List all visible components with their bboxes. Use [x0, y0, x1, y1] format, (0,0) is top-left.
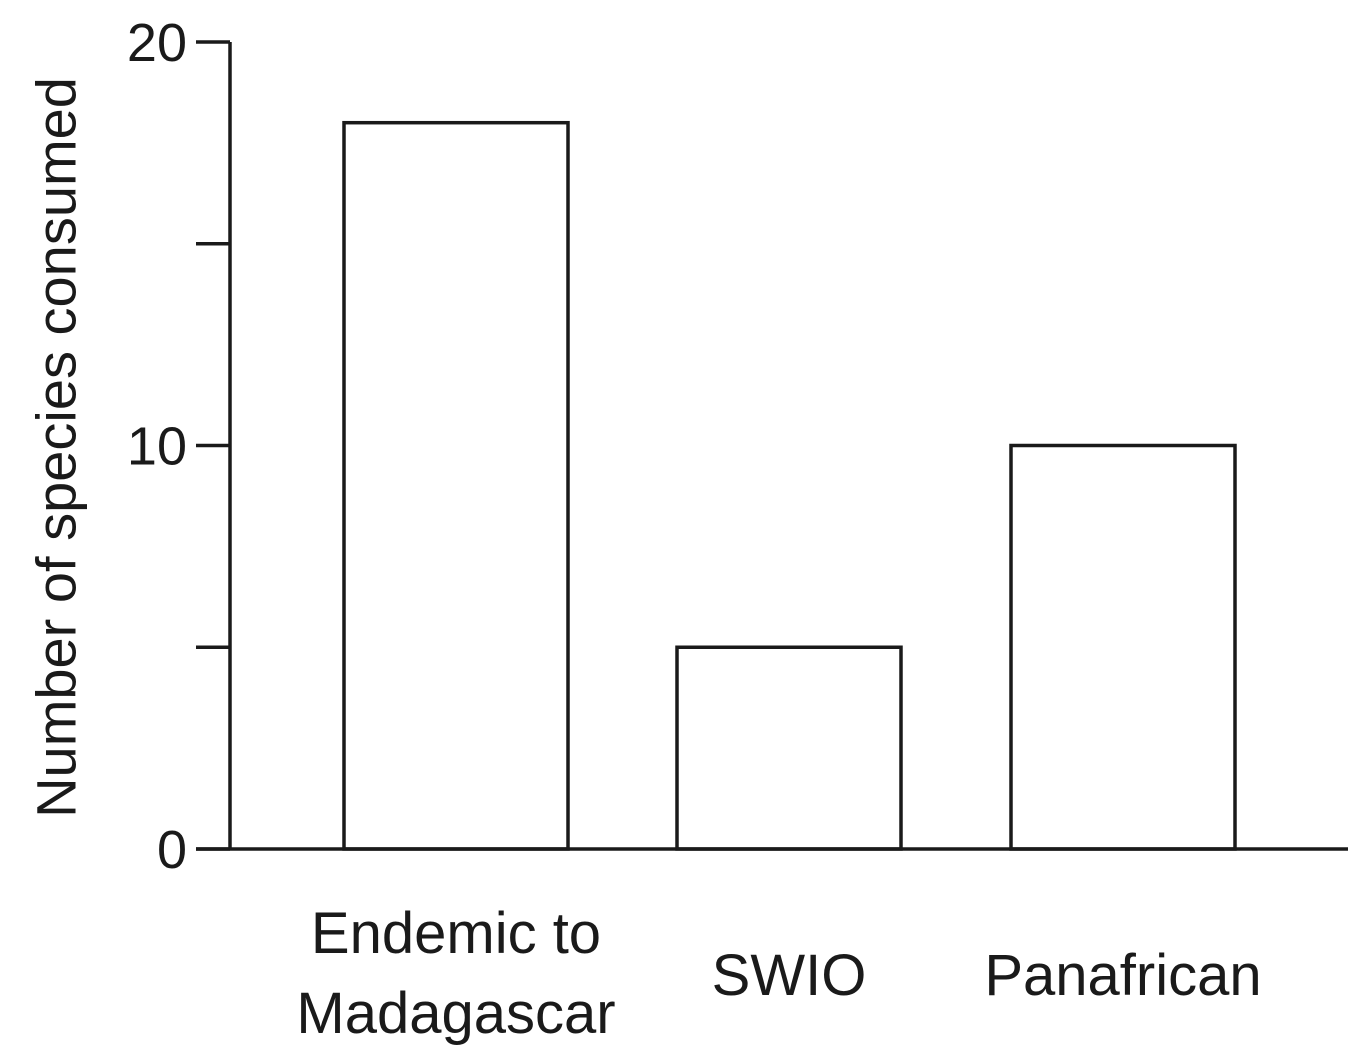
y-axis-title: Number of species consumed [25, 77, 88, 818]
y-tick-label: 0 [157, 820, 187, 880]
x-category-label: Madagascar [296, 981, 615, 1046]
bar [675, 645, 903, 851]
bars [342, 120, 1237, 851]
x-category-label: Endemic to [311, 901, 601, 966]
bar [342, 120, 570, 851]
y-tick-label: 20 [127, 13, 187, 73]
y-tick-label: 10 [127, 417, 187, 477]
bar [1009, 443, 1237, 851]
x-category-label: Panafrican [984, 943, 1261, 1008]
y-ticks: 0 10 20 [127, 13, 230, 880]
x-category-label: SWIO [712, 943, 867, 1008]
category-labels: Endemic to Madagascar SWIO Panafrican [296, 901, 1261, 1046]
